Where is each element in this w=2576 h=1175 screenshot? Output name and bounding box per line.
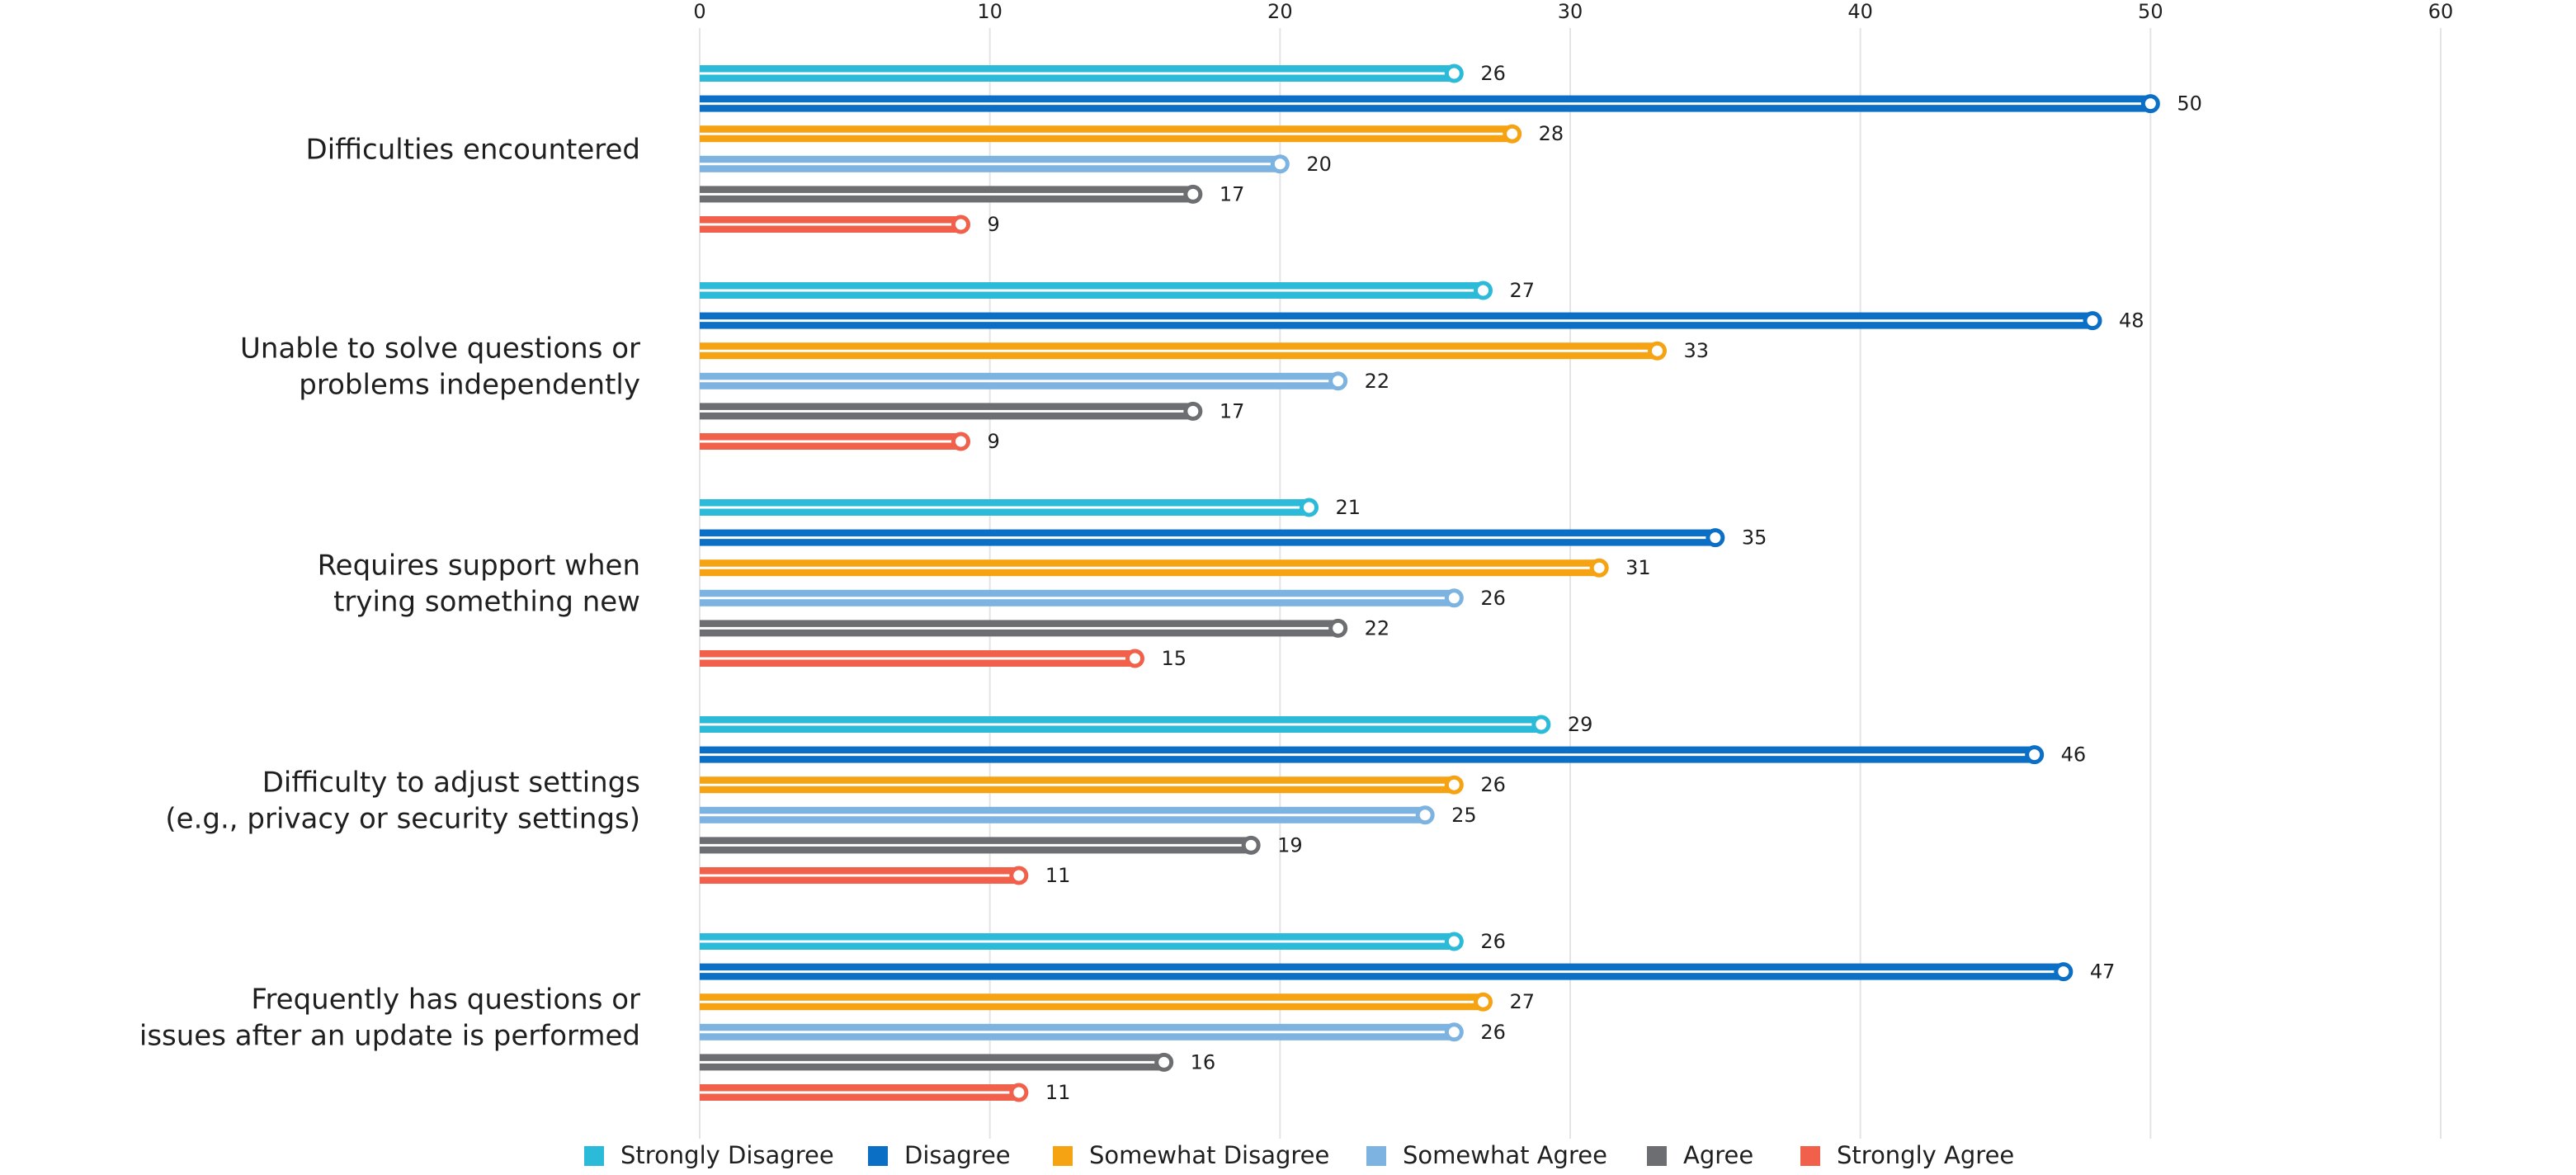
grid-layer [699, 28, 2442, 1139]
data-label: 50 [2177, 92, 2202, 116]
x-tick-label: 40 [1847, 0, 1873, 23]
legend-label: Strongly Agree [1837, 1141, 2014, 1169]
data-label: 9 [988, 430, 1000, 453]
category-label: Unable to solve questions or [240, 333, 640, 366]
data-label: 27 [1510, 990, 1536, 1013]
data-label: 9 [988, 213, 1000, 236]
x-tick-label: 20 [1267, 0, 1293, 23]
bar-end-marker [1183, 184, 1203, 204]
bar-end-marker [1300, 498, 1319, 517]
category-labels: Difficulties encountered Unable to solve … [139, 134, 640, 1053]
data-label: 16 [1191, 1050, 1216, 1074]
bar-end-marker [1415, 805, 1435, 825]
data-label: 47 [2090, 960, 2116, 984]
bar-end-marker [1444, 775, 1464, 795]
legend: Strongly Disagree Disagree Somewhat Disagr… [584, 1141, 2014, 1169]
data-label: 27 [1510, 279, 1536, 302]
bar-end-marker [1444, 1022, 1464, 1042]
x-axis-ticks: 0 10 20 30 40 50 60 [693, 0, 2453, 23]
bar-end-marker [951, 215, 970, 234]
bar-end-marker [2140, 94, 2160, 114]
bar-end-marker [1009, 866, 1029, 885]
data-label: 26 [1480, 773, 1506, 796]
category-label: issues after an update is performed [139, 1020, 640, 1053]
x-tick-label: 50 [2138, 0, 2163, 23]
data-label: 15 [1162, 647, 1187, 670]
bar-end-marker [1648, 341, 1667, 361]
bar-end-marker [2054, 962, 2074, 982]
legend-swatch [584, 1146, 604, 1166]
data-label: 22 [1365, 370, 1390, 393]
bar-end-marker [1125, 649, 1144, 668]
data-label: 20 [1306, 153, 1332, 176]
bar-end-marker [1183, 401, 1203, 421]
data-label: 19 [1277, 833, 1303, 856]
data-label: 33 [1684, 339, 1710, 362]
category-label: Difficulty to adjust settings [262, 767, 640, 800]
bar-end-marker [1009, 1083, 1029, 1102]
bar-end-marker [1474, 992, 1493, 1012]
data-label: 17 [1220, 399, 1245, 422]
bars: 26 50 28 20 17 9 27 48 33 22 17 9 21 35 31 26 22 15 29 46 26… [700, 62, 2202, 1104]
data-label: 29 [1568, 713, 1593, 736]
category-label: Requires support when [318, 550, 640, 583]
bar-end-marker [1328, 371, 1348, 391]
data-label: 22 [1365, 616, 1390, 639]
bar-end-marker [2025, 745, 2045, 765]
legend-swatch [1053, 1146, 1073, 1166]
bar-end-marker [951, 432, 970, 451]
bar-end-marker [1444, 932, 1464, 951]
legend-label: Somewhat Disagree [1089, 1141, 1329, 1169]
bar-end-marker [1154, 1052, 1174, 1072]
category-label: trying something new [333, 586, 640, 619]
x-tick-label: 60 [2428, 0, 2454, 23]
data-label: 11 [1045, 1081, 1071, 1104]
bar-end-marker [1706, 528, 1725, 548]
legend-swatch [1366, 1146, 1386, 1166]
bar-end-marker [1503, 124, 1522, 144]
data-label: 26 [1480, 930, 1506, 953]
category-label: (e.g., privacy or security settings) [165, 803, 640, 836]
data-label: 35 [1742, 526, 1767, 550]
category-label: problems independently [299, 369, 640, 402]
bar-end-marker [1328, 618, 1348, 638]
legend-swatch [1647, 1146, 1667, 1166]
bar-end-marker [2083, 311, 2102, 331]
bar-end-marker [1444, 64, 1464, 83]
data-label: 31 [1625, 556, 1651, 579]
legend-swatch [868, 1146, 888, 1166]
legend-label: Agree [1683, 1141, 1753, 1169]
bar-end-marker [1531, 715, 1551, 734]
legend-label: Somewhat Agree [1403, 1141, 1607, 1169]
category-label: Difficulties encountered [306, 134, 640, 167]
bar-end-marker [1589, 558, 1609, 578]
legend-swatch [1800, 1146, 1820, 1166]
legend-label: Strongly Disagree [620, 1141, 834, 1169]
data-label: 28 [1539, 122, 1564, 145]
data-label: 26 [1480, 62, 1506, 85]
data-label: 25 [1451, 804, 1477, 827]
bar-end-marker [1444, 588, 1464, 608]
bar-end-marker [1270, 154, 1290, 174]
data-label: 48 [2119, 309, 2144, 333]
bar-end-marker [1241, 835, 1261, 855]
data-label: 26 [1480, 1021, 1506, 1044]
x-tick-label: 0 [693, 0, 705, 23]
data-label: 21 [1336, 496, 1361, 519]
x-tick-label: 30 [1558, 0, 1583, 23]
category-label: Frequently has questions or [251, 984, 640, 1017]
legend-label: Disagree [904, 1141, 1011, 1169]
data-label: 17 [1220, 182, 1245, 205]
data-label: 11 [1045, 864, 1071, 887]
data-label: 46 [2061, 743, 2087, 767]
x-tick-label: 10 [977, 0, 1003, 23]
bar-end-marker [1474, 281, 1493, 300]
data-label: 26 [1480, 587, 1506, 610]
